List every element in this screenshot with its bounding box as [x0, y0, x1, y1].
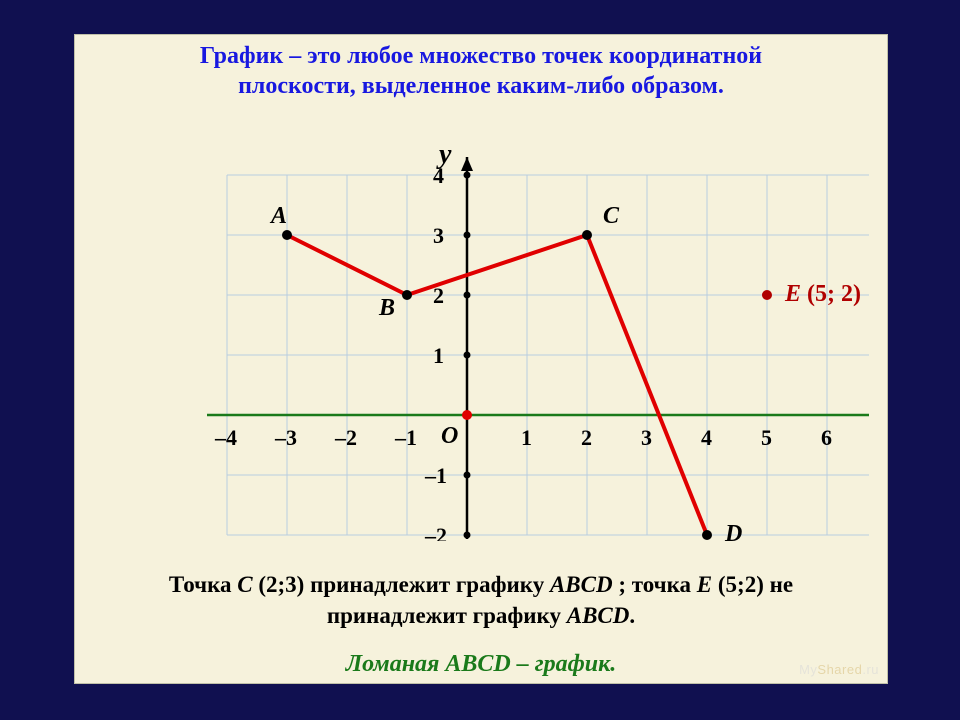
origin-label: O — [441, 423, 458, 449]
watermark-ru: .ru — [862, 662, 879, 677]
x-tick-label: –3 — [274, 425, 297, 450]
y-tick-dot — [464, 232, 471, 239]
title-line2: плоскости, выделенное каким-либо образом… — [238, 73, 724, 99]
vertex-label-a: A — [269, 203, 287, 229]
vertex-d — [702, 530, 712, 540]
y-tick-dot — [464, 352, 471, 359]
x-tick-label: 6 — [821, 425, 832, 450]
coordinate-chart: xyO–4–3–2–11234567–2–11234ABCDE (5; 2) — [93, 121, 869, 541]
vertex-label-d: D — [724, 521, 742, 541]
point-e — [762, 290, 772, 300]
y-tick-dot — [464, 472, 471, 479]
watermark: MyShared.ru — [799, 662, 879, 677]
y-tick-label: –1 — [424, 463, 447, 488]
content-panel: График – это любое множество точек коорд… — [74, 34, 888, 684]
vertex-label-b: B — [378, 295, 395, 321]
x-tick-label: 3 — [641, 425, 652, 450]
x-tick-label: –2 — [334, 425, 357, 450]
watermark-shared: Shared — [817, 662, 862, 677]
vertex-label-c: C — [603, 203, 620, 229]
y-tick-dot — [464, 172, 471, 179]
polyline-abcd — [287, 235, 707, 535]
vertex-b — [402, 290, 412, 300]
origin-marker — [462, 410, 472, 420]
polyline-caption: Ломаная ABCD – график. — [75, 651, 887, 678]
x-tick-label: –1 — [394, 425, 417, 450]
point-e-label: E (5; 2) — [784, 281, 861, 307]
x-tick-label: 1 — [521, 425, 532, 450]
definition-title: График – это любое множество точек коорд… — [75, 41, 887, 101]
y-tick-dot — [464, 532, 471, 539]
x-tick-label: 2 — [581, 425, 592, 450]
y-tick-dot — [464, 292, 471, 299]
y-tick-label: 4 — [433, 163, 444, 188]
vertex-c — [582, 230, 592, 240]
x-tick-label: –4 — [214, 425, 237, 450]
y-tick-label: 1 — [433, 343, 444, 368]
y-tick-label: –2 — [424, 523, 447, 541]
watermark-my: My — [799, 662, 817, 677]
page-root: График – это любое множество точек коорд… — [0, 0, 960, 720]
membership-statement: Точка C (2;3) принадлежит графику ABCD ;… — [75, 569, 887, 631]
y-tick-label: 3 — [433, 223, 444, 248]
title-line1: График – это любое множество точек коорд… — [200, 43, 762, 69]
vertex-a — [282, 230, 292, 240]
y-axis-arrow-icon — [461, 157, 473, 171]
x-tick-label: 4 — [701, 425, 712, 450]
x-tick-label: 5 — [761, 425, 772, 450]
